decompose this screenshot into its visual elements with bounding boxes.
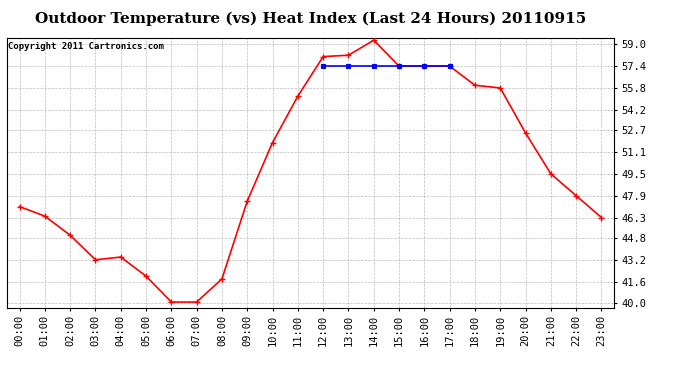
Text: Outdoor Temperature (vs) Heat Index (Last 24 Hours) 20110915: Outdoor Temperature (vs) Heat Index (Las…	[35, 11, 586, 26]
Text: Copyright 2011 Cartronics.com: Copyright 2011 Cartronics.com	[8, 42, 164, 51]
